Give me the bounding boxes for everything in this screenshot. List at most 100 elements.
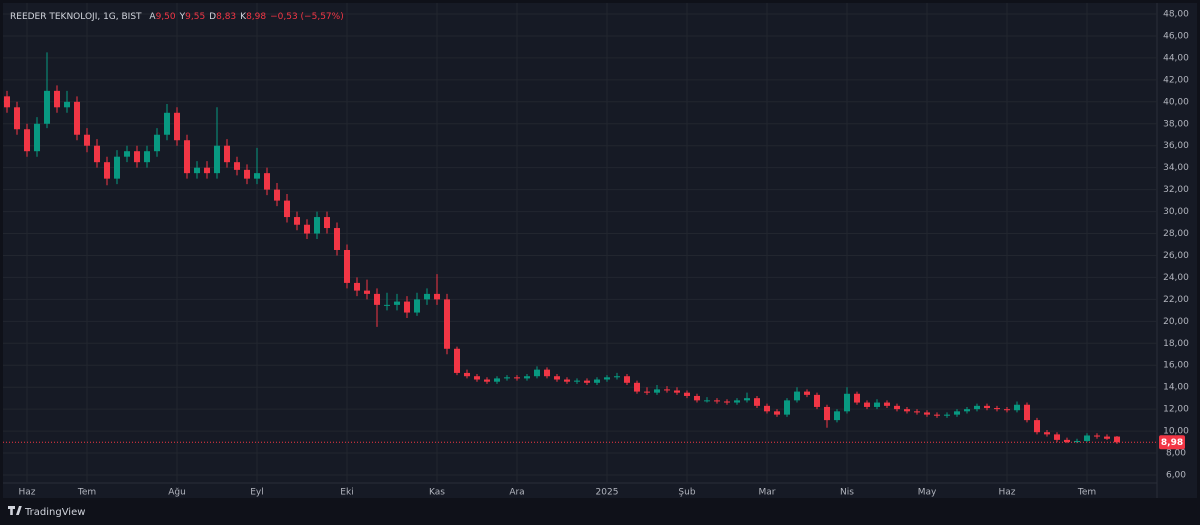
ohlc-value: 8,98 xyxy=(246,12,266,22)
y-tick-label: 44,00 xyxy=(1163,53,1189,63)
candle-body xyxy=(874,402,880,407)
y-tick-label: 16,00 xyxy=(1163,361,1189,371)
x-tick-label: Mar xyxy=(759,488,776,498)
y-tick-label: 28,00 xyxy=(1163,229,1189,239)
candle-body xyxy=(284,200,290,218)
candle-body xyxy=(1024,404,1030,421)
x-tick-label: Kas xyxy=(429,488,445,498)
y-tick-label: 46,00 xyxy=(1163,31,1189,41)
x-tick-label: 2025 xyxy=(596,488,619,498)
candle-body xyxy=(724,401,730,403)
footer: TradingView xyxy=(8,506,85,518)
candle-body xyxy=(254,173,260,179)
candle-body xyxy=(454,348,460,373)
ohlc-key: K xyxy=(240,12,247,22)
candle-body xyxy=(924,412,930,415)
candle-body xyxy=(604,377,610,380)
candle-body xyxy=(794,391,800,401)
candle-body xyxy=(524,376,530,379)
candle-body xyxy=(334,228,340,250)
candle-body xyxy=(764,405,770,412)
y-tick-label: 48,00 xyxy=(1163,10,1189,20)
x-tick-label: Ağu xyxy=(168,488,186,498)
ohlc-key: A xyxy=(149,12,156,22)
candle-body xyxy=(814,394,820,407)
candle-body xyxy=(544,369,550,377)
x-tick-label: Eyl xyxy=(250,488,264,498)
candle-body xyxy=(4,96,10,108)
candle-body xyxy=(894,405,900,410)
candle-body xyxy=(14,107,20,130)
candle-body xyxy=(784,400,790,415)
candle-body xyxy=(304,224,310,234)
ohlc-value: 9,50 xyxy=(156,12,176,22)
y-tick-label: 42,00 xyxy=(1163,75,1189,85)
y-tick-label: 24,00 xyxy=(1163,273,1189,283)
candle-body xyxy=(464,372,470,377)
candle-body xyxy=(834,411,840,421)
candle-body xyxy=(704,400,710,402)
y-tick-label: 30,00 xyxy=(1163,207,1189,217)
candle-body xyxy=(854,393,860,403)
candle-body xyxy=(414,299,420,313)
candle-body xyxy=(354,282,360,291)
candle-body xyxy=(54,90,60,108)
candle-body xyxy=(884,402,890,406)
candle-body xyxy=(424,293,430,300)
candle-body xyxy=(24,129,30,152)
candle-body xyxy=(634,382,640,392)
candle-body xyxy=(944,414,950,416)
candle-body xyxy=(134,151,140,163)
candle-body xyxy=(954,411,960,415)
candle-body xyxy=(1084,435,1090,441)
candle-body xyxy=(434,293,440,300)
candle-body xyxy=(264,173,270,190)
candle-body xyxy=(624,376,630,383)
chart-panel xyxy=(3,3,1197,498)
candle-body xyxy=(274,189,280,201)
candle-body xyxy=(1014,404,1020,411)
y-tick-label: 34,00 xyxy=(1163,163,1189,173)
candle-body xyxy=(64,101,70,108)
candle-body xyxy=(664,389,670,391)
candle-body xyxy=(384,304,390,306)
ohlc-key: D xyxy=(209,12,216,22)
candle-body xyxy=(584,380,590,383)
labels: REEDER TEKNOLOJI, 1G, BIST A9,50 Y9,55 D8,… xyxy=(10,10,1189,498)
y-tick-label: 22,00 xyxy=(1163,295,1189,305)
y-tick-label: 12,00 xyxy=(1163,405,1189,415)
candle-body xyxy=(984,405,990,409)
candle-body xyxy=(194,167,200,174)
ohlc-value: 8,83 xyxy=(216,12,236,22)
candle-body xyxy=(904,409,910,412)
ohlc-key: Y xyxy=(179,12,186,22)
candle-body xyxy=(1044,432,1050,435)
candle-body xyxy=(214,145,220,174)
candle-body xyxy=(844,393,850,412)
candle-body xyxy=(154,134,160,152)
candle-body xyxy=(1054,434,1060,440)
candle-body xyxy=(394,301,400,305)
candle-body xyxy=(234,162,240,170)
candle-body xyxy=(864,402,870,407)
candle-body xyxy=(774,411,780,415)
candle-body xyxy=(484,379,490,382)
candle-body xyxy=(44,90,50,124)
brand-logo xyxy=(8,506,22,515)
candle-body xyxy=(594,379,600,383)
candle-body xyxy=(914,411,920,413)
last-price-label: 8,98 xyxy=(1161,438,1183,448)
candle-body xyxy=(224,145,230,163)
candle-body xyxy=(374,293,380,305)
candle-body xyxy=(574,380,580,382)
candle-body xyxy=(1114,436,1120,443)
y-tick-label: 36,00 xyxy=(1163,141,1189,151)
candle-body xyxy=(314,217,320,234)
x-tick-label: Nis xyxy=(840,488,854,498)
candle-body xyxy=(564,379,570,382)
y-tick-label: 26,00 xyxy=(1163,251,1189,261)
candle-body xyxy=(514,377,520,379)
candle-body xyxy=(94,145,100,163)
candle-body xyxy=(714,400,720,402)
change: −0,53 (−5,57%) xyxy=(270,12,344,22)
